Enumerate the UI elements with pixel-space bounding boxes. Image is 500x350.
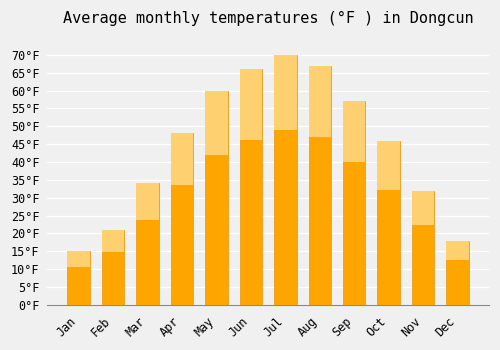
Bar bbox=[308, 65, 331, 137]
Bar bbox=[412, 191, 434, 225]
Bar bbox=[102, 230, 124, 305]
Bar bbox=[205, 91, 228, 155]
Bar bbox=[170, 133, 193, 305]
Bar bbox=[378, 141, 400, 305]
Bar bbox=[170, 133, 193, 185]
Bar bbox=[240, 69, 262, 305]
Bar bbox=[102, 230, 124, 252]
Bar bbox=[343, 101, 365, 305]
Bar bbox=[446, 240, 469, 260]
Bar bbox=[378, 141, 400, 190]
Bar bbox=[274, 55, 296, 130]
Bar bbox=[274, 55, 296, 305]
Bar bbox=[136, 183, 158, 220]
Bar bbox=[343, 101, 365, 162]
Bar bbox=[205, 91, 228, 305]
Bar bbox=[68, 251, 90, 305]
Bar bbox=[412, 191, 434, 305]
Bar bbox=[68, 251, 90, 267]
Bar bbox=[308, 65, 331, 305]
Bar bbox=[136, 183, 158, 305]
Bar bbox=[240, 69, 262, 140]
Title: Average monthly temperatures (°F ) in Dongcun: Average monthly temperatures (°F ) in Do… bbox=[63, 11, 474, 26]
Bar bbox=[446, 240, 469, 305]
